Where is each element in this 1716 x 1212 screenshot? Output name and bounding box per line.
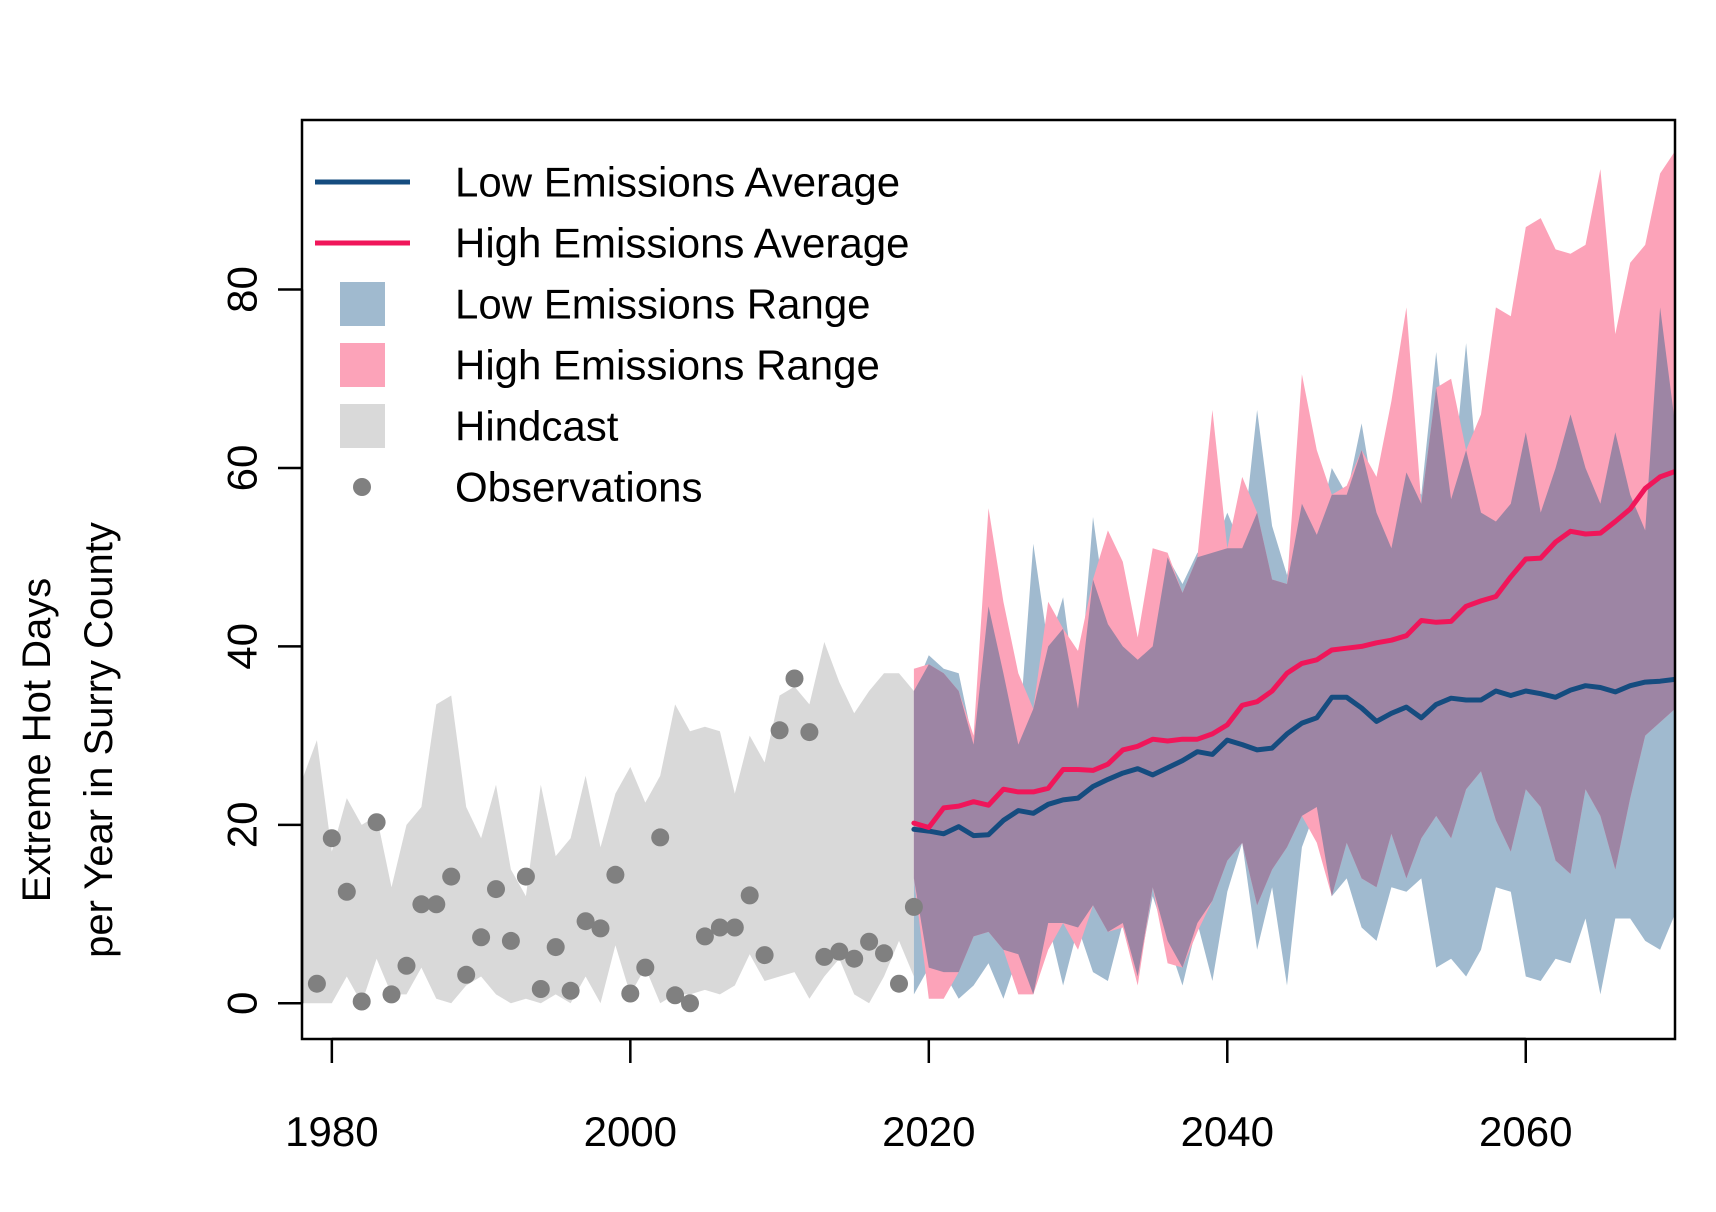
observation-point (651, 828, 670, 847)
legend-label-hindcast: Hindcast (455, 403, 619, 450)
observation-point (576, 912, 595, 931)
y-tick-label: 60 (219, 445, 266, 492)
legend-label-low-emissions-average: Low Emissions Average (455, 159, 900, 206)
plot-area (302, 151, 1675, 1004)
observation-point (800, 723, 819, 742)
observation-point (337, 882, 356, 901)
observation-point (352, 992, 371, 1011)
observation-point (322, 829, 341, 848)
observation-point (904, 897, 923, 916)
x-tick-label: 2020 (882, 1108, 975, 1155)
legend-swatch-high-emissions-range (340, 343, 385, 387)
observation-point (860, 932, 879, 951)
observation-point (591, 919, 610, 938)
legend-swatch-low-emissions-range (340, 282, 385, 326)
observation-point (725, 918, 744, 937)
observation-point (755, 946, 774, 965)
y-axis-label-line-2: per Year in Surry County (77, 522, 121, 958)
observation-point (606, 865, 625, 884)
observation-point (695, 927, 714, 946)
legend-swatch-observations (353, 478, 371, 496)
y-tick-label: 80 (219, 266, 266, 313)
y-tick-label: 20 (219, 802, 266, 849)
legend-label-high-emissions-average: High Emissions Average (455, 220, 909, 267)
observation-point (621, 984, 640, 1003)
hindcast-band (302, 642, 914, 1004)
legend-swatch-hindcast (340, 404, 385, 448)
legend-label-low-emissions-range: Low Emissions Range (455, 281, 871, 328)
observation-point (740, 886, 759, 905)
observation-point (427, 895, 446, 914)
observation-point (770, 721, 789, 740)
series-lines (911, 469, 1675, 839)
observation-point (367, 813, 386, 832)
observation-point (561, 981, 580, 1000)
observation-point (531, 980, 550, 998)
x-tick-label: 2000 (584, 1108, 677, 1155)
observation-point (472, 928, 491, 947)
observation-points (307, 669, 923, 1013)
y-tick-label: 40 (219, 623, 266, 670)
observation-point (815, 947, 834, 966)
y-axis-label-line-1: Extreme Hot Days (15, 578, 59, 903)
observation-point (442, 867, 461, 886)
observation-point (397, 956, 416, 975)
high-emissions-average-line (911, 469, 1675, 830)
observation-point (890, 974, 908, 993)
range-overlap-band (913, 307, 1675, 995)
legend: Low Emissions Average High Emissions Aver… (315, 159, 909, 511)
legend-label-high-emissions-range: High Emissions Range (455, 342, 880, 389)
observation-point (710, 918, 729, 937)
x-tick-label: 2060 (1479, 1108, 1572, 1155)
observation-point (546, 938, 565, 957)
observation-point (382, 985, 401, 1004)
observation-point (636, 958, 655, 977)
observation-point (785, 669, 804, 688)
observation-point (307, 974, 326, 993)
y-tick-label: 0 (219, 992, 266, 1015)
observation-point (487, 880, 505, 899)
observation-point (666, 986, 685, 1005)
observation-point (516, 867, 535, 886)
observation-point (501, 931, 520, 950)
x-tick-label: 2040 (1181, 1108, 1274, 1155)
observation-point (412, 895, 431, 914)
observation-point (845, 949, 864, 968)
observation-point (875, 944, 893, 963)
low-emissions-average-line (911, 676, 1675, 839)
legend-label-observations: Observations (455, 464, 702, 511)
observation-point (830, 942, 849, 961)
observation-point (681, 994, 699, 1013)
x-tick-label: 1980 (285, 1108, 378, 1155)
observation-point (457, 965, 476, 984)
